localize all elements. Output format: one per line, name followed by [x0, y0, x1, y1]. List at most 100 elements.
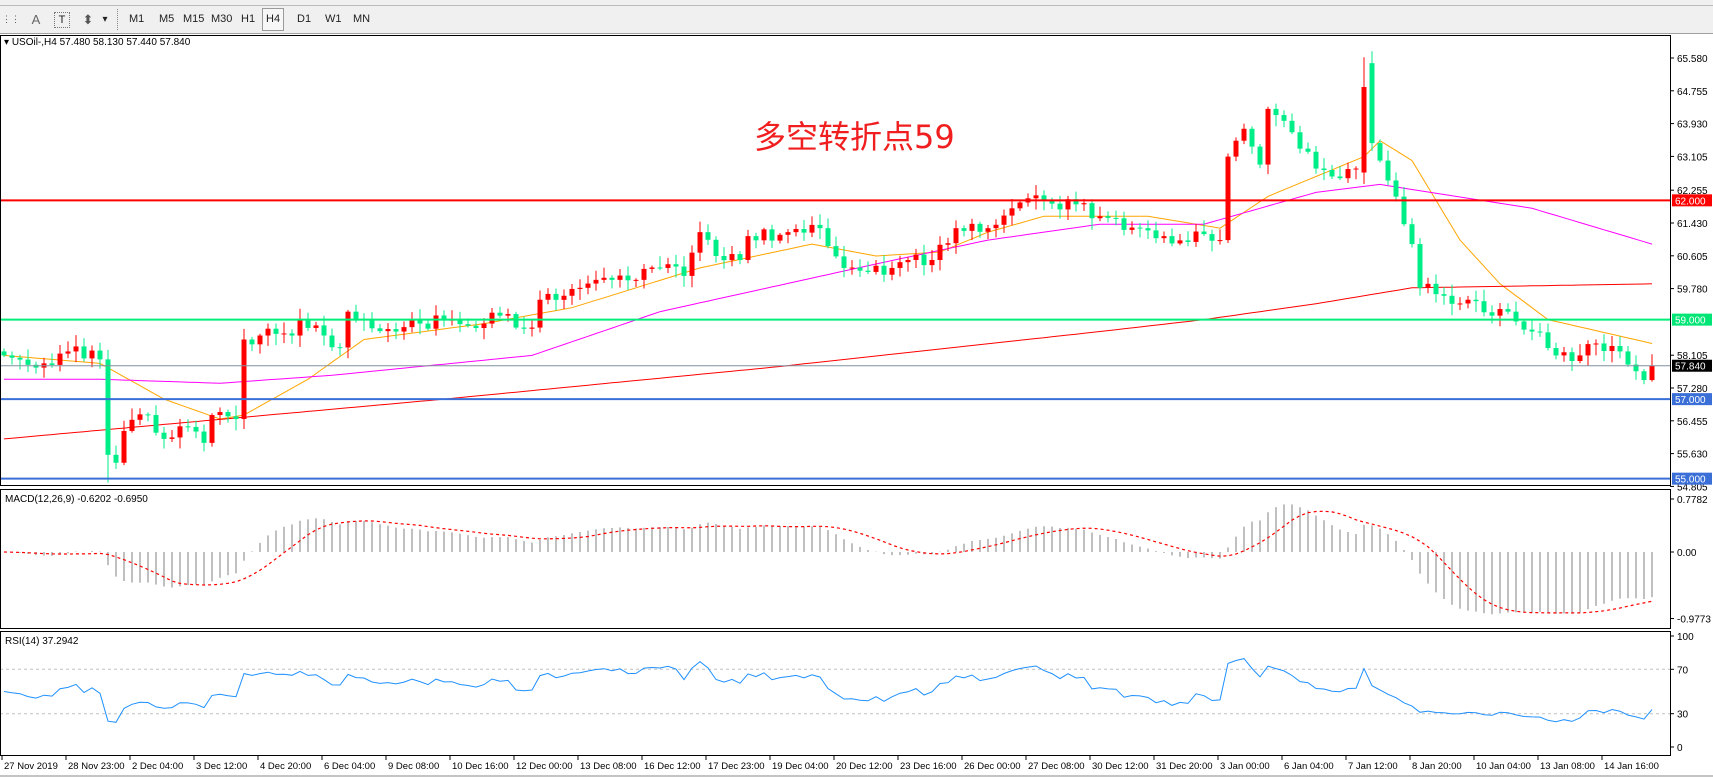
- candle: [377, 324, 383, 334]
- candle: [233, 405, 239, 431]
- candle-body: [1049, 200, 1055, 204]
- candle: [1249, 126, 1255, 154]
- candle: [313, 321, 319, 332]
- candle-body: [1169, 236, 1175, 244]
- candle-body: [1097, 216, 1103, 219]
- candle-body: [1, 351, 7, 356]
- candle: [889, 261, 895, 281]
- candle: [121, 420, 127, 466]
- time-tick-label: 7 Jan 12:00: [1348, 761, 1398, 772]
- ohlc-values: 57.480 58.130 57.440 57.840: [59, 37, 191, 48]
- candle: [1209, 229, 1215, 252]
- candle-body: [73, 346, 79, 352]
- candle-body: [489, 312, 495, 324]
- candle-body: [1553, 348, 1559, 356]
- current-price-tag-bg: [1672, 359, 1712, 372]
- candle: [1633, 355, 1639, 380]
- collapse-triangle-icon[interactable]: ▾: [4, 37, 10, 48]
- candle-body: [473, 325, 479, 329]
- price-tick-label: 61.430: [1677, 219, 1708, 230]
- candle: [1161, 231, 1167, 243]
- candle-body: [1569, 352, 1575, 362]
- text-label-tool-icon[interactable]: T: [54, 12, 70, 28]
- candle: [561, 289, 567, 309]
- candle-body: [657, 267, 663, 269]
- rsi-tick-label: 0: [1677, 743, 1683, 754]
- candle: [873, 260, 879, 275]
- candle: [489, 307, 495, 329]
- candle-body: [289, 333, 295, 336]
- candle-body: [1129, 227, 1135, 230]
- candle-body: [1233, 140, 1239, 157]
- candle: [137, 408, 143, 426]
- candle-body: [905, 259, 911, 263]
- current-price-tag: 57.840: [1675, 362, 1706, 373]
- chart-toolbar: ⋮⋮ A T ⬍ ▾ M1 M5 M15 M30 H1 H4 D1 W1 MN: [0, 6, 1713, 34]
- moving-average-line-2: [4, 183, 1653, 384]
- level-price-tag: 59.000: [1675, 316, 1706, 327]
- candle-body: [1257, 146, 1263, 165]
- candle-body: [873, 265, 879, 272]
- candle: [985, 224, 991, 240]
- timeframe-mn[interactable]: MN: [353, 13, 371, 25]
- timeframe-m5[interactable]: M5: [159, 13, 175, 25]
- candle: [761, 227, 767, 245]
- chevron-down-icon[interactable]: ▾: [102, 14, 108, 25]
- candle: [585, 275, 591, 295]
- candle-body: [529, 327, 535, 329]
- candle-body: [1153, 230, 1159, 239]
- timeframe-h4[interactable]: H4: [262, 8, 285, 31]
- candle-body: [929, 259, 935, 266]
- candle: [1473, 290, 1479, 313]
- candle-body: [969, 223, 975, 231]
- candle-body: [945, 243, 951, 245]
- candle: [1641, 368, 1647, 385]
- timeframe-h1[interactable]: H1: [241, 13, 256, 25]
- rsi-tick-label: 100: [1677, 632, 1694, 643]
- candle-body: [625, 275, 631, 281]
- candle: [1537, 322, 1543, 337]
- time-tick-label: 30 Dec 12:00: [1092, 761, 1149, 772]
- timeframe-m1[interactable]: M1: [129, 13, 145, 25]
- candle: [1313, 145, 1319, 174]
- candle: [1625, 345, 1631, 367]
- candle: [57, 345, 63, 372]
- time-tick-label: 10 Dec 16:00: [452, 761, 509, 772]
- candle-body: [569, 288, 575, 296]
- candle: [1, 348, 7, 358]
- timeframe-m30[interactable]: M30: [211, 13, 233, 25]
- candle-body: [1561, 352, 1567, 356]
- candle: [1121, 211, 1127, 236]
- candle-body: [1601, 343, 1607, 351]
- candle: [369, 312, 375, 333]
- time-tick-label: 3 Jan 00:00: [1220, 761, 1270, 772]
- candle: [1017, 200, 1023, 211]
- candle: [1137, 222, 1143, 238]
- candle-body: [825, 228, 831, 247]
- timeframe-w1[interactable]: W1: [325, 13, 342, 25]
- text-tool-icon[interactable]: A: [31, 12, 41, 27]
- candle-body: [1529, 329, 1535, 332]
- candle: [1345, 162, 1351, 183]
- period-separator-icon[interactable]: ⋮⋮: [2, 14, 20, 24]
- chart-annotation[interactable]: 多空转折点59: [754, 118, 955, 156]
- arrows-tool-icon[interactable]: ⬍: [82, 12, 94, 27]
- candle-body: [393, 329, 399, 332]
- level-price-tag-bg: [1672, 313, 1712, 326]
- candle-body: [1137, 227, 1143, 229]
- rsi-label: RSI(14) 37.2942: [5, 636, 79, 647]
- candle: [673, 254, 679, 278]
- candle: [1425, 277, 1431, 294]
- candle-body: [1465, 299, 1471, 304]
- candle: [1545, 323, 1551, 351]
- candle: [249, 336, 255, 352]
- timeframe-d1[interactable]: D1: [297, 13, 312, 25]
- timeframe-m15[interactable]: M15: [183, 13, 205, 25]
- candle: [617, 268, 623, 288]
- candle-body: [1313, 151, 1319, 169]
- candle: [609, 275, 615, 289]
- candle: [977, 221, 983, 238]
- time-tick-label: 13 Dec 08:00: [580, 761, 637, 772]
- candle-body: [545, 293, 551, 300]
